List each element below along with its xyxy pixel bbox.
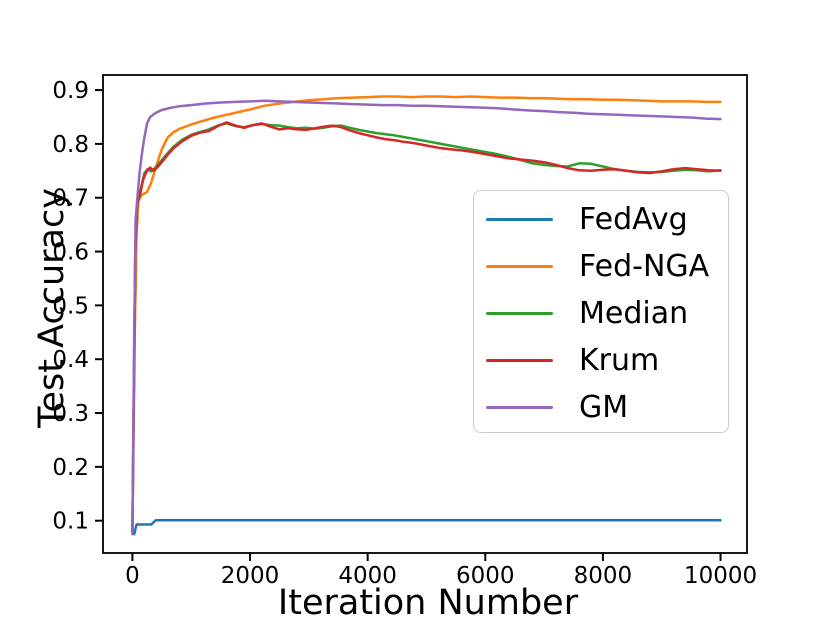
legend-item: Krum (474, 337, 728, 384)
series-line-median (131, 122, 722, 533)
y-tick-label: 0.5 (52, 293, 89, 319)
series-line-fed-nga (131, 95, 722, 534)
x-tick-label: 0 (125, 563, 140, 589)
legend-label: Fed-NGA (579, 248, 710, 284)
y-axis-title: Test Accuracy (32, 188, 72, 428)
axes-spines (102, 74, 748, 554)
legend-item: Fed-NGA (474, 243, 728, 290)
legend: FedAvg Fed-NGA Median Krum GM (473, 190, 729, 433)
legend-label: FedAvg (579, 201, 688, 237)
legend-line-swatch (486, 217, 553, 222)
legend-line-swatch (486, 311, 553, 316)
y-tick-label: 0.9 (52, 78, 89, 104)
y-tick-label: 0.3 (52, 401, 89, 427)
legend-line-swatch (486, 358, 553, 363)
x-tick-label: 4000 (338, 563, 397, 589)
y-tick-label: 0.1 (52, 509, 89, 535)
y-tick-label: 0.6 (52, 240, 89, 266)
x-tick-label: 2000 (221, 563, 280, 589)
y-tick-label: 0.7 (52, 186, 89, 212)
series-line-gm (131, 99, 722, 536)
y-tick-label: 0.2 (52, 455, 89, 481)
legend-item: FedAvg (474, 196, 728, 243)
y-tick-label: 0.8 (52, 132, 89, 158)
legend-item: Median (474, 290, 728, 337)
legend-line-swatch (486, 264, 553, 269)
series-line-krum (131, 121, 722, 533)
legend-line-swatch (486, 405, 553, 410)
legend-item: GM (474, 384, 728, 431)
series-line-fedavg (131, 518, 722, 536)
legend-label: GM (579, 389, 629, 425)
x-tick-label: 10000 (684, 563, 757, 589)
legend-label: Krum (579, 342, 660, 378)
y-tick-label: 0.4 (52, 347, 89, 373)
x-tick-label: 6000 (456, 563, 515, 589)
x-tick-label: 8000 (574, 563, 633, 589)
legend-label: Median (579, 295, 689, 331)
x-axis-title: Iteration Number (277, 583, 579, 623)
